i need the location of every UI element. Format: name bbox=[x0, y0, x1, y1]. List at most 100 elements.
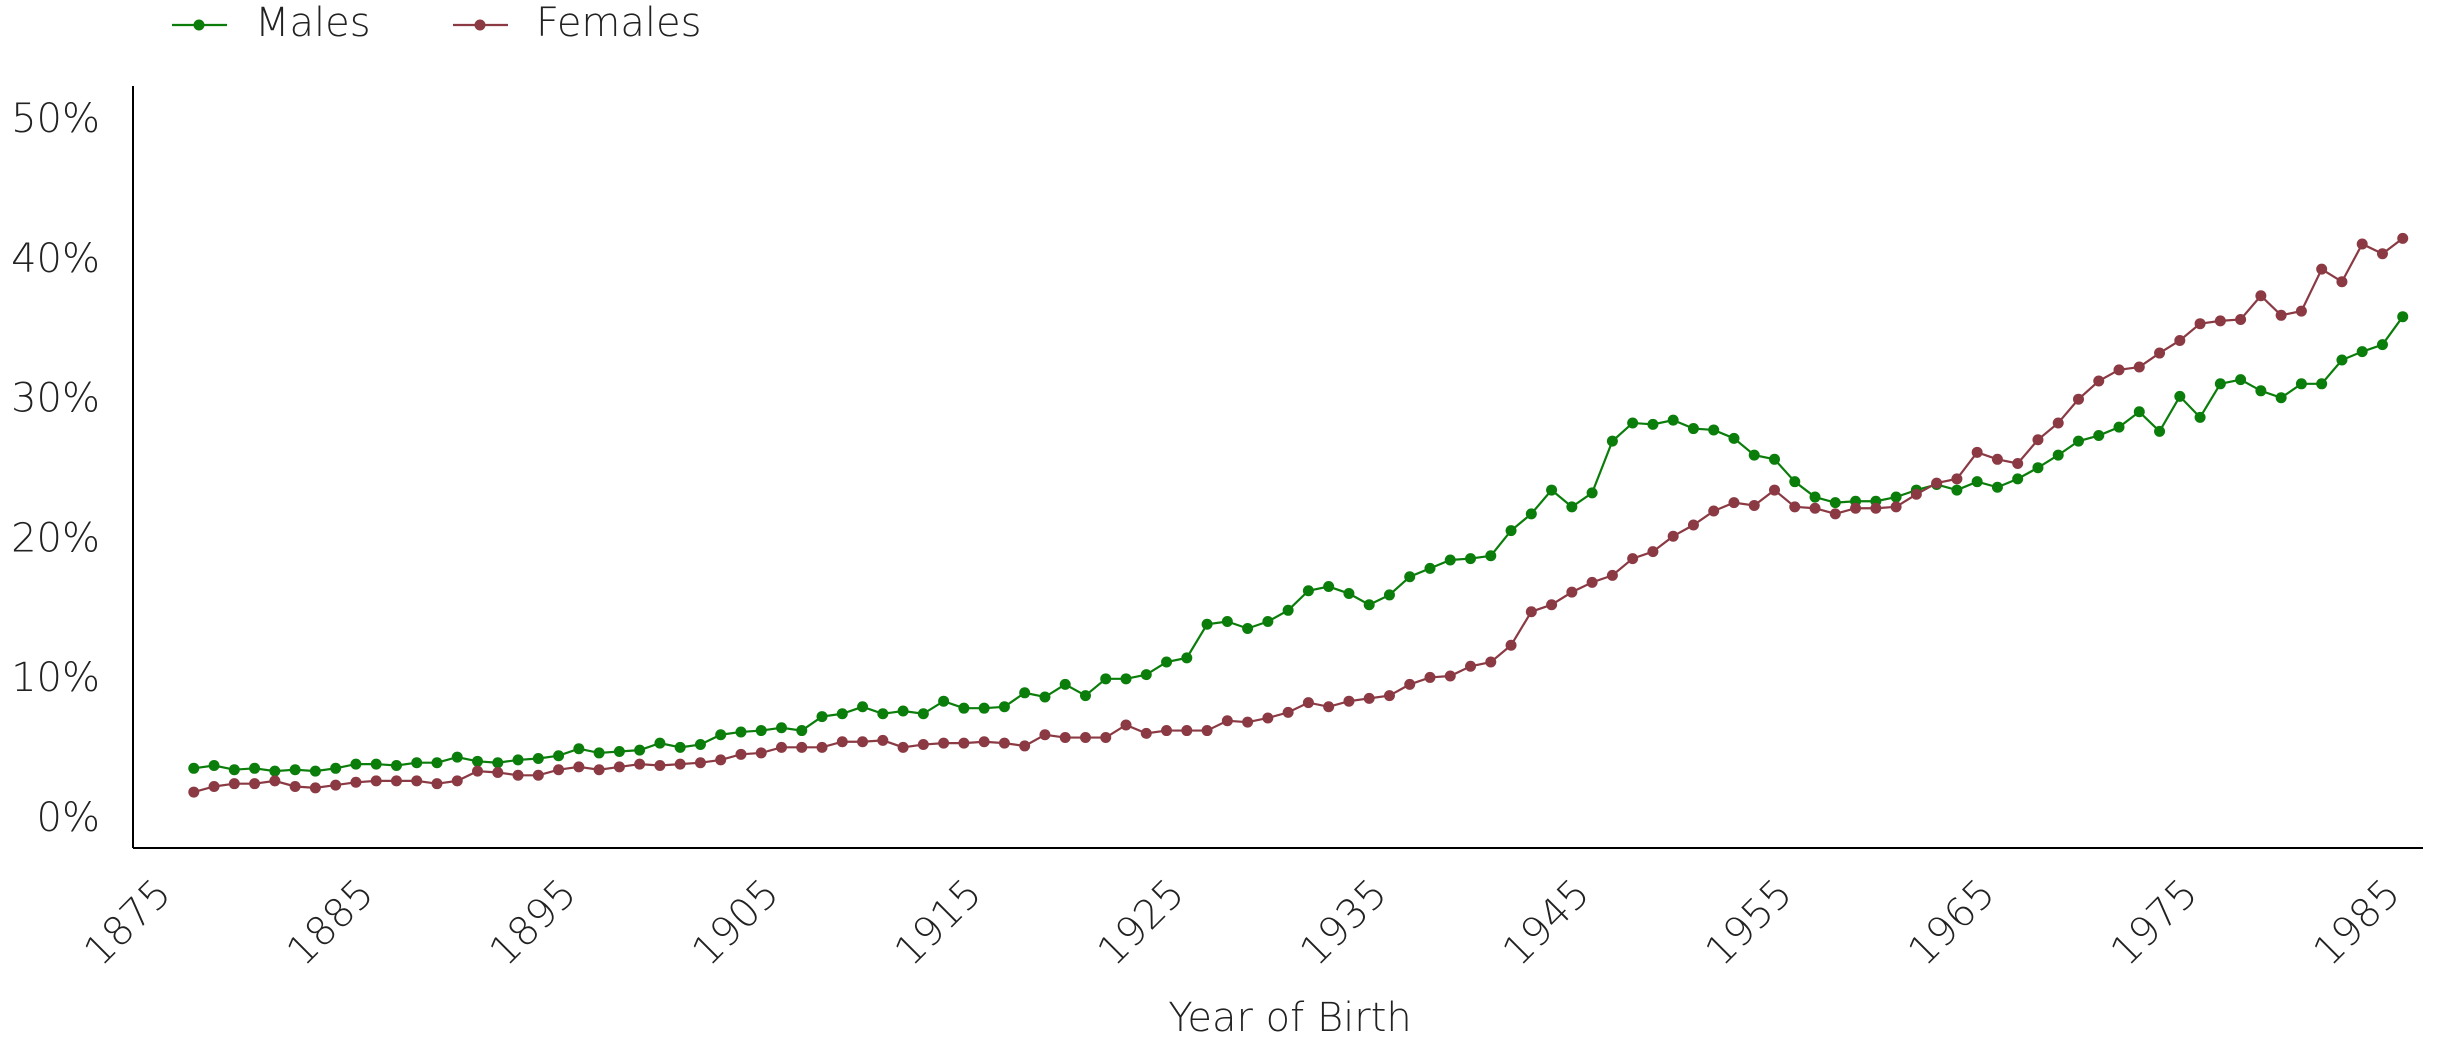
point bbox=[1667, 530, 1679, 542]
x-tick-label: 1905 bbox=[684, 870, 789, 975]
point bbox=[998, 701, 1010, 713]
point bbox=[1221, 715, 1233, 727]
point bbox=[1566, 501, 1578, 513]
point bbox=[1039, 729, 1051, 741]
point bbox=[1242, 716, 1254, 728]
point bbox=[796, 725, 808, 737]
y-tick-label: 20% bbox=[11, 515, 100, 561]
point bbox=[1829, 497, 1841, 509]
point bbox=[2214, 315, 2226, 327]
point bbox=[1323, 581, 1335, 593]
x-tick-label: 1925 bbox=[1089, 870, 1194, 975]
point bbox=[715, 754, 727, 766]
point bbox=[472, 765, 484, 777]
point bbox=[1079, 732, 1091, 744]
point bbox=[877, 708, 889, 720]
point bbox=[2235, 313, 2247, 325]
point bbox=[188, 762, 200, 774]
point bbox=[1242, 622, 1254, 634]
point bbox=[1687, 519, 1699, 531]
point bbox=[2133, 361, 2145, 373]
point bbox=[2174, 390, 2186, 402]
point bbox=[593, 747, 605, 759]
point bbox=[1120, 719, 1132, 731]
point bbox=[1465, 553, 1477, 565]
point bbox=[411, 757, 423, 769]
point bbox=[2093, 430, 2105, 442]
legend-marker bbox=[474, 19, 486, 31]
point bbox=[2295, 305, 2307, 317]
point bbox=[1221, 615, 1233, 627]
point bbox=[2052, 449, 2064, 461]
point bbox=[2397, 311, 2409, 323]
legend-marker bbox=[193, 19, 205, 31]
point bbox=[613, 746, 625, 758]
point bbox=[553, 750, 565, 762]
point bbox=[857, 701, 869, 713]
point bbox=[1059, 678, 1071, 690]
point bbox=[289, 780, 301, 792]
point bbox=[309, 765, 321, 777]
point bbox=[998, 737, 1010, 749]
point bbox=[1465, 660, 1477, 672]
point bbox=[1951, 473, 1963, 485]
point bbox=[370, 758, 382, 770]
point bbox=[2235, 374, 2247, 386]
point bbox=[1890, 491, 1902, 503]
point bbox=[330, 762, 342, 774]
point bbox=[1789, 501, 1801, 513]
point bbox=[350, 758, 362, 770]
point bbox=[634, 744, 646, 756]
x-tick-label: 1975 bbox=[2102, 870, 2207, 975]
point bbox=[1505, 639, 1517, 651]
point bbox=[1728, 432, 1740, 444]
point bbox=[613, 761, 625, 773]
point bbox=[958, 737, 970, 749]
point bbox=[2012, 473, 2024, 485]
point bbox=[1971, 476, 1983, 488]
point bbox=[2255, 385, 2267, 397]
point bbox=[1323, 701, 1335, 713]
y-tick-label: 40% bbox=[11, 236, 100, 282]
point bbox=[1302, 697, 1314, 709]
point bbox=[330, 779, 342, 791]
point bbox=[1059, 732, 1071, 744]
point bbox=[1789, 476, 1801, 488]
point bbox=[1728, 497, 1740, 509]
point bbox=[228, 764, 240, 776]
point bbox=[1890, 501, 1902, 513]
point bbox=[1302, 585, 1314, 597]
point bbox=[1687, 423, 1699, 435]
point bbox=[1343, 588, 1355, 600]
point bbox=[532, 769, 544, 781]
point bbox=[1485, 656, 1497, 668]
point bbox=[1667, 414, 1679, 426]
point bbox=[978, 702, 990, 714]
point bbox=[1708, 505, 1720, 517]
point bbox=[390, 760, 402, 772]
point bbox=[1708, 424, 1720, 436]
point bbox=[897, 741, 909, 753]
point bbox=[451, 775, 463, 787]
legend-label: Females bbox=[536, 0, 701, 46]
point bbox=[2376, 339, 2388, 351]
point bbox=[1424, 671, 1436, 683]
point bbox=[634, 758, 646, 770]
point bbox=[390, 775, 402, 787]
point bbox=[1525, 508, 1537, 520]
point bbox=[593, 764, 605, 776]
point bbox=[1120, 673, 1132, 685]
point bbox=[2174, 334, 2186, 346]
point bbox=[492, 766, 504, 778]
point bbox=[208, 760, 220, 772]
point bbox=[350, 776, 362, 788]
point bbox=[715, 729, 727, 741]
point bbox=[411, 775, 423, 787]
point bbox=[1546, 484, 1558, 496]
point bbox=[2397, 232, 2409, 244]
point bbox=[816, 741, 828, 753]
point bbox=[917, 708, 929, 720]
point bbox=[1566, 586, 1578, 598]
point bbox=[1019, 687, 1031, 699]
point bbox=[249, 762, 261, 774]
